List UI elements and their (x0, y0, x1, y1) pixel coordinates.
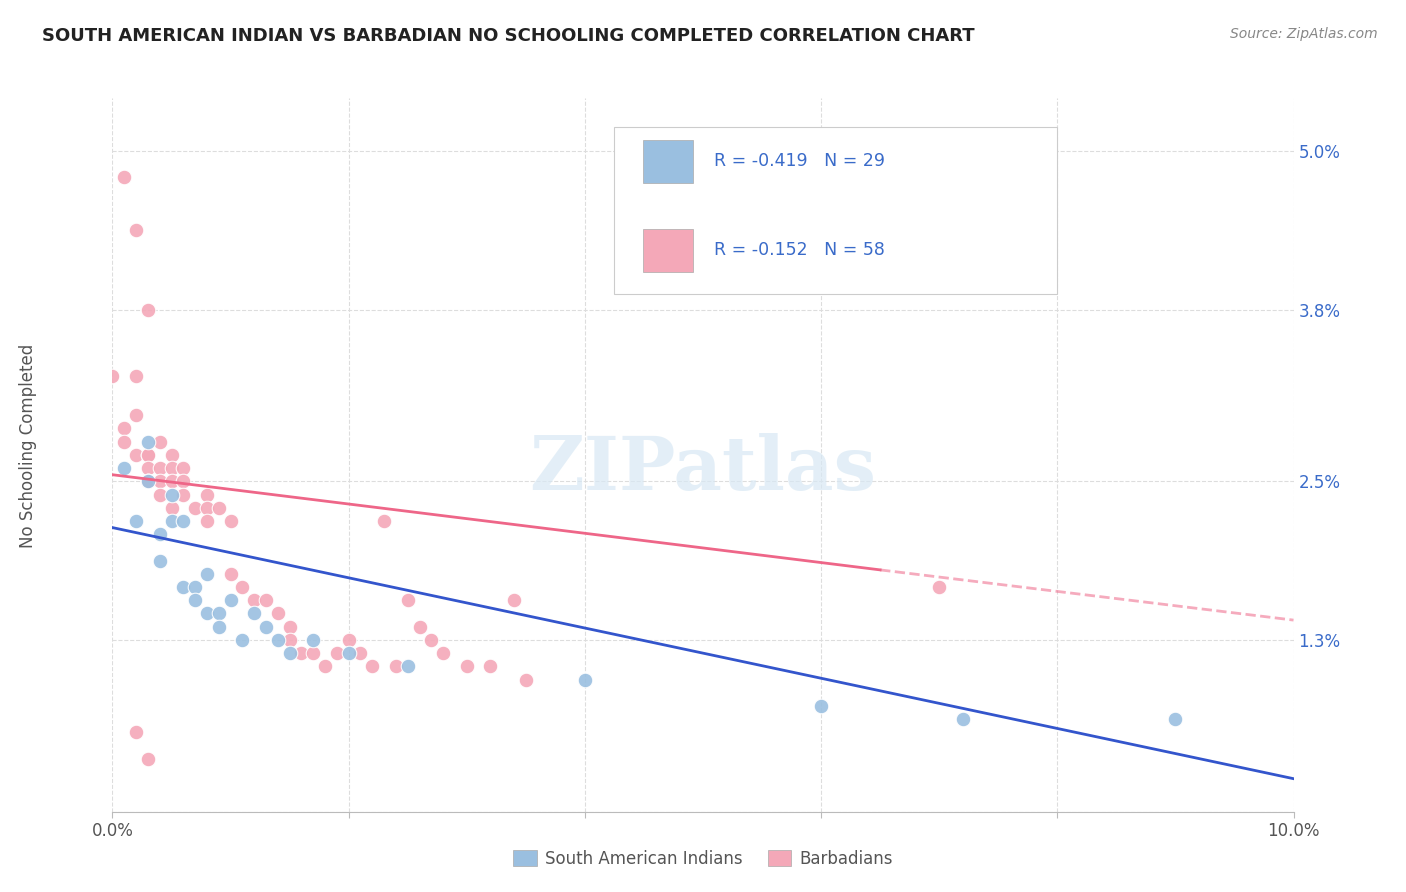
Point (112, 170, 135, 185)
Point (349, 646, 371, 660)
Point (125, 725, 148, 739)
Point (136, 448, 159, 462)
Point (361, 659, 384, 673)
Text: Source: ZipAtlas.com: Source: ZipAtlas.com (1230, 27, 1378, 41)
Point (136, 475, 159, 489)
Point (396, 659, 419, 673)
Point (160, 487, 183, 501)
Point (136, 434, 159, 449)
Point (503, 593, 526, 607)
Point (112, 461, 135, 475)
Point (373, 514, 395, 528)
Point (149, 487, 172, 501)
Point (208, 500, 231, 515)
FancyBboxPatch shape (643, 140, 693, 183)
Point (326, 646, 349, 660)
Point (136, 302, 159, 317)
Text: ZIPatlas: ZIPatlas (530, 433, 876, 506)
Point (243, 607, 266, 621)
Point (125, 368, 148, 383)
Point (172, 461, 194, 475)
Point (195, 514, 218, 528)
Point (219, 593, 242, 607)
Point (420, 632, 443, 647)
Point (149, 461, 172, 475)
Point (254, 593, 277, 607)
Point (172, 514, 194, 528)
Text: R = -0.152   N = 58: R = -0.152 N = 58 (714, 242, 886, 260)
Point (337, 646, 360, 660)
Point (195, 607, 218, 621)
Point (952, 712, 974, 726)
Point (231, 580, 253, 594)
Point (278, 646, 301, 660)
Point (302, 646, 325, 660)
Point (928, 580, 950, 594)
Point (267, 632, 290, 647)
Point (172, 487, 194, 501)
Point (195, 500, 218, 515)
Point (385, 659, 408, 673)
Point (278, 620, 301, 634)
Point (195, 487, 218, 501)
Point (136, 475, 159, 489)
Point (112, 434, 135, 449)
Point (149, 554, 172, 568)
Point (456, 659, 478, 673)
Point (136, 475, 159, 489)
Point (112, 421, 135, 435)
Point (136, 752, 159, 766)
Point (408, 620, 430, 634)
Point (172, 580, 194, 594)
Point (125, 409, 148, 423)
Point (136, 448, 159, 462)
Point (195, 566, 218, 581)
Point (184, 580, 207, 594)
Text: No Schooling Completed: No Schooling Completed (20, 344, 37, 548)
Point (160, 514, 183, 528)
Point (184, 500, 207, 515)
Point (125, 223, 148, 237)
Point (149, 527, 172, 541)
Point (243, 593, 266, 607)
Point (231, 632, 253, 647)
Point (1164, 712, 1187, 726)
Point (208, 607, 231, 621)
Text: R = -0.419   N = 29: R = -0.419 N = 29 (714, 153, 886, 170)
Point (302, 632, 325, 647)
Point (160, 475, 183, 489)
Point (432, 646, 454, 660)
Point (160, 448, 183, 462)
Point (149, 475, 172, 489)
Point (184, 593, 207, 607)
Point (149, 434, 172, 449)
Point (160, 461, 183, 475)
Point (278, 632, 301, 647)
FancyBboxPatch shape (614, 127, 1057, 294)
Point (160, 500, 183, 515)
Point (515, 673, 537, 687)
Point (219, 566, 242, 581)
Point (396, 593, 419, 607)
Point (208, 620, 231, 634)
Point (290, 646, 312, 660)
Point (136, 461, 159, 475)
Point (479, 659, 502, 673)
Point (101, 368, 124, 383)
Point (810, 698, 832, 713)
FancyBboxPatch shape (643, 229, 693, 272)
Point (172, 475, 194, 489)
Point (254, 620, 277, 634)
Point (219, 514, 242, 528)
Point (314, 659, 336, 673)
Text: SOUTH AMERICAN INDIAN VS BARBADIAN NO SCHOOLING COMPLETED CORRELATION CHART: SOUTH AMERICAN INDIAN VS BARBADIAN NO SC… (42, 27, 974, 45)
Point (125, 448, 148, 462)
Point (337, 632, 360, 647)
Point (574, 673, 596, 687)
Point (267, 607, 290, 621)
Point (125, 514, 148, 528)
Legend: South American Indians, Barbadians: South American Indians, Barbadians (506, 844, 900, 875)
